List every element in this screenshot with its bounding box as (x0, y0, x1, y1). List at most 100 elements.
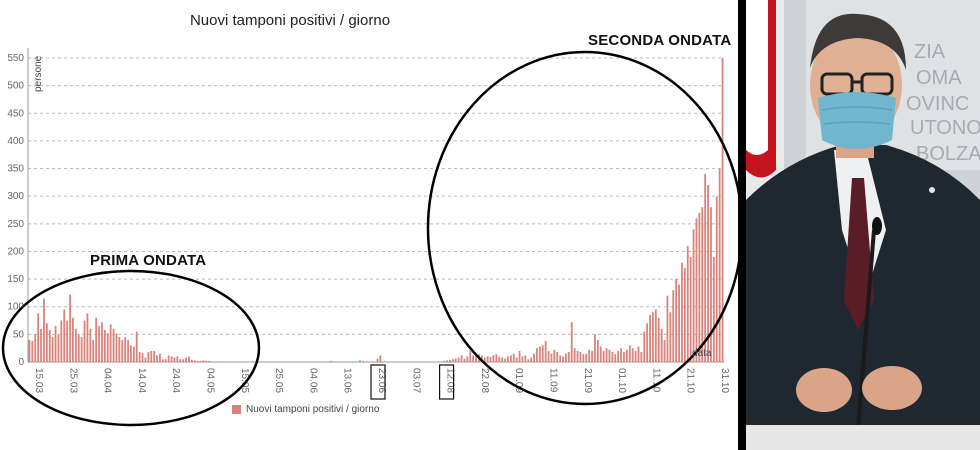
bar (214, 361, 216, 362)
tick-labels: 0 50 100 150 200 250 300 350 400 450 500 550 15.03 25… (7, 53, 730, 400)
bar (631, 348, 634, 362)
x-tick-label: 04.05 (205, 368, 216, 393)
bar (654, 309, 657, 362)
bar (570, 322, 573, 362)
bar (150, 350, 153, 362)
bar (359, 360, 361, 362)
x-tick-label: 21.10 (685, 368, 696, 393)
bar (263, 361, 266, 362)
bar (544, 341, 547, 362)
x-tick: 11.09 (548, 368, 559, 393)
x-tick: 01.09 (513, 368, 524, 393)
bar (170, 356, 173, 362)
highlight-box (370, 364, 386, 400)
bar (541, 345, 544, 362)
bar (495, 354, 498, 362)
legend-label: Nuovi tamponi positivi / giorno (246, 404, 380, 415)
bar (678, 284, 680, 362)
bar (379, 355, 382, 362)
x-tick: 21.09 (582, 368, 593, 393)
bar (625, 349, 628, 362)
bar (130, 345, 132, 362)
bar (594, 334, 596, 362)
first-wave-annotation: PRIMA ONDATA (90, 252, 207, 269)
bar (43, 298, 45, 362)
bar (507, 356, 509, 362)
bar (675, 279, 678, 362)
bar (69, 294, 71, 362)
bar (527, 359, 530, 362)
bar (376, 358, 379, 362)
bar (649, 315, 651, 362)
first-wave-ellipse (1, 269, 261, 427)
bar (208, 360, 211, 362)
bar (718, 168, 721, 362)
bar (559, 355, 562, 362)
x-tick: 14.04 (136, 368, 147, 393)
bar (179, 359, 182, 362)
bar (620, 348, 622, 362)
bar (521, 356, 524, 362)
bar (509, 355, 512, 362)
bar (547, 350, 550, 362)
bar (449, 359, 451, 362)
bar (217, 361, 219, 362)
bar (34, 334, 37, 362)
bar (628, 345, 631, 362)
bar (315, 361, 318, 362)
bar (159, 353, 161, 362)
y-tick-label: 350 (7, 164, 24, 175)
svg-text:UTONOM: UTONOM (910, 117, 980, 139)
x-tick: 15.05 (239, 368, 250, 393)
bar (518, 350, 521, 362)
x-tick-label: 11.10 (650, 368, 661, 393)
bar (188, 356, 190, 362)
chart-legend: Nuovi tamponi positivi / giorno (232, 404, 379, 415)
bar (591, 350, 593, 362)
bar (121, 339, 124, 362)
bar (132, 346, 135, 362)
bar (681, 262, 683, 362)
x-tick-label: 04.06 (307, 368, 318, 393)
bar (463, 358, 466, 362)
bar (37, 313, 40, 362)
second-wave-annotation: SECONDA ONDATA (588, 32, 732, 49)
bar (492, 355, 495, 362)
bar (77, 334, 80, 362)
x-tick: 13.06 (342, 368, 353, 393)
bar (657, 317, 660, 362)
bar (28, 339, 31, 362)
x-tick: 21.10 (685, 368, 696, 393)
bar (562, 356, 564, 362)
bar (486, 356, 489, 362)
x-tick-label: 24.04 (170, 368, 181, 393)
bar (698, 212, 701, 362)
bar (704, 174, 707, 362)
bar (173, 357, 176, 362)
bar (98, 326, 100, 362)
bar (617, 350, 620, 362)
bar (135, 331, 138, 362)
bar (101, 322, 103, 362)
bar (669, 312, 672, 362)
bar-chart: 0 50 100 150 200 250 300 350 400 450 500 550 15.03 25… (1, 48, 740, 427)
bar (660, 328, 663, 362)
bar (475, 353, 477, 362)
bar (45, 323, 48, 362)
x-tick: 24.04 (170, 368, 181, 393)
bar (637, 346, 640, 362)
y-tick-label: 450 (7, 108, 24, 119)
bar (31, 341, 34, 362)
x-tick-label: 14.04 (136, 368, 147, 393)
bar (86, 313, 89, 362)
bar (611, 352, 614, 362)
bar (707, 185, 709, 362)
bar (167, 355, 170, 362)
bar (504, 358, 506, 362)
bar (127, 339, 129, 362)
bar (106, 333, 109, 362)
bar (124, 337, 127, 362)
x-tick: 15.03 (33, 368, 44, 393)
bar (672, 290, 675, 362)
bar (565, 353, 567, 362)
